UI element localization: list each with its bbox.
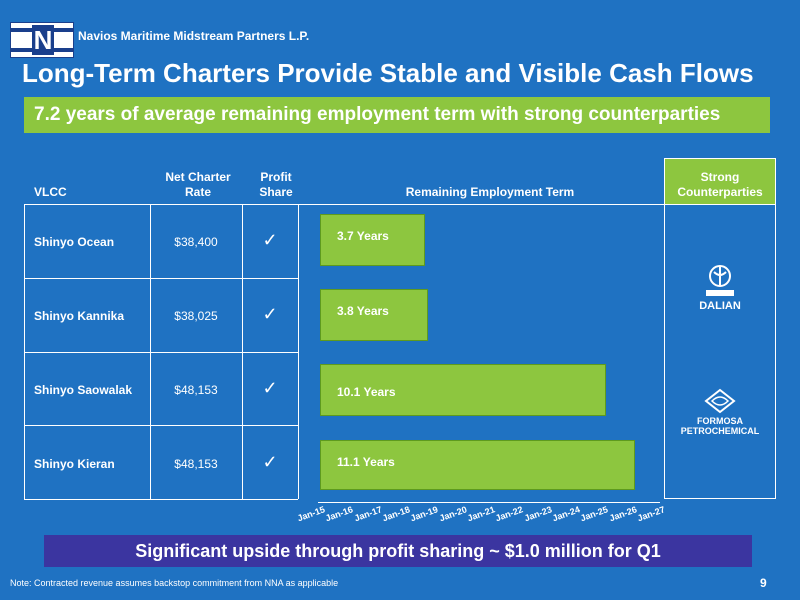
check-icon: ✓ [262,452,278,472]
table-top-border [24,204,776,205]
vessel-name: Shinyo Saowalak [34,383,133,397]
company-logo: N [10,22,74,58]
charter-rate: $38,400 [174,235,218,249]
logo-letter: N [32,25,54,55]
check-icon: ✓ [262,230,278,250]
x-tick-label: Jan-21 [466,504,497,524]
term-bar: 3.8 Years [320,289,428,341]
vessel-name: Shinyo Kieran [34,457,115,471]
formosa-logo-icon [704,388,736,414]
bar-label: 3.7 Years [337,229,389,243]
term-bar: 3.7 Years [320,214,425,266]
table-border-rate-profit [242,204,243,499]
charter-rate: $38,025 [174,309,218,323]
table-border-left [24,204,25,499]
page-title: Long-Term Charters Provide Stable and Vi… [22,58,754,88]
vessel-name: Shinyo Ocean [34,235,115,249]
headline-banner: 7.2 years of average remaining employmen… [24,97,770,133]
x-tick-label: Jan-23 [523,504,554,524]
x-tick-label: Jan-26 [608,504,639,524]
x-tick-label: Jan-24 [551,504,582,524]
dalian-label: DALIAN [699,300,741,312]
x-axis [318,502,660,503]
check-icon: ✓ [262,304,278,324]
charter-rate: $48,153 [174,383,218,397]
x-tick-label: Jan-18 [381,504,412,524]
table-bottom-border [24,499,298,500]
row-divider-1 [24,278,298,279]
formosa-label-line1: FORMOSA [697,416,743,426]
x-tick-label: Jan-25 [579,504,610,524]
header-remaining-employment-term: Remaining Employment Term [405,185,575,199]
x-tick-label: Jan-19 [409,504,440,524]
counterparties-box [664,158,776,499]
x-tick-label: Jan-17 [353,504,384,524]
counterparties-header-bg [664,158,776,204]
x-tick-label: Jan-22 [494,504,525,524]
x-tick-label: Jan-15 [296,504,327,524]
x-tick-label: Jan-27 [636,504,667,524]
header-strong-counterparties: Strong Counterparties [677,170,763,199]
term-bar: 10.1 Years [320,364,606,416]
formosa-label-line2: PETROCHEMICAL [680,426,760,436]
row-divider-2 [24,352,298,353]
bar-label: 3.8 Years [337,304,389,318]
company-name: Navios Maritime Midstream Partners L.P. [78,29,310,43]
x-tick-label: Jan-20 [438,504,469,524]
header-profit-share: Profit Share [259,170,293,199]
term-bar: 11.1 Years [320,440,635,490]
bar-label: 11.1 Years [337,455,395,469]
dalian-logo-icon [706,265,734,296]
footnote: Note: Contracted revenue assumes backsto… [10,578,339,588]
page-number: 9 [760,576,767,590]
check-icon: ✓ [262,378,278,398]
bar-label: 10.1 Years [337,385,396,399]
header-vlcc: VLCC [34,185,67,199]
profit-sharing-banner: Significant upside through profit sharin… [44,535,752,567]
charter-rate: $48,153 [174,457,218,471]
x-tick-label: Jan-16 [324,504,355,524]
row-divider-3 [24,425,298,426]
formosa-label: FORMOSA PETROCHEMICAL [664,416,776,436]
vessel-name: Shinyo Kannika [34,309,125,323]
table-border-name-rate [150,204,151,499]
header-net-charter-rate: Net Charter Rate [165,170,231,199]
table-border-profit-chart [298,204,299,499]
